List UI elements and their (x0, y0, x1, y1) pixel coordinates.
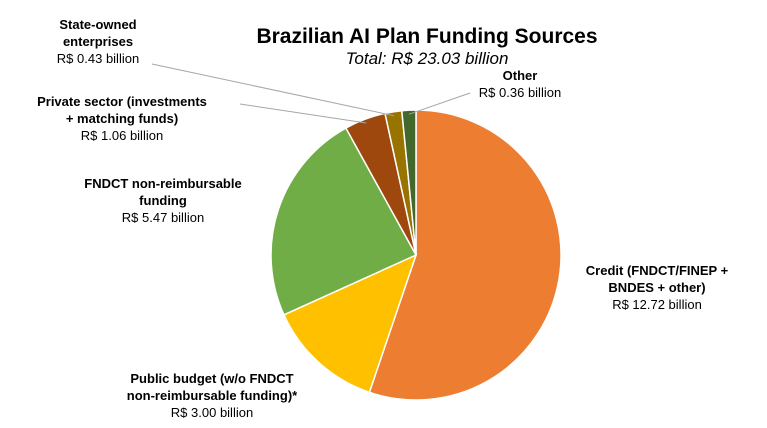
data-label-public-budget: Public budget (w/o FNDCT non-reimbursable… (127, 371, 298, 420)
chart-subtitle: Total: R$ 23.03 billion (346, 49, 509, 68)
slice-label-line: BNDES + other) (608, 280, 705, 295)
data-label-fndct: FNDCT non-reimbursable funding R$ 5.47 bil… (84, 176, 241, 225)
chart-title: Brazilian AI Plan Funding Sources (256, 25, 597, 48)
slice-label-line: + matching funds) (66, 111, 178, 126)
data-label-private-sector: Private sector (investments + matching fu… (37, 94, 207, 143)
leader-line-private-sector (239, 103, 367, 124)
leader-line-state-owned (151, 63, 395, 117)
slice-label-line: Other (503, 68, 538, 83)
data-label-state-owned: State-owned enterprises R$ 0.43 billion (57, 17, 139, 66)
slice-label-line: State-owned (59, 17, 136, 32)
slice-value-label: R$ 5.47 billion (122, 210, 204, 225)
slice-label-line: non-reimbursable funding)* (127, 388, 298, 403)
slice-value-label: R$ 0.43 billion (57, 51, 139, 66)
pie-slice-public-budget (282, 253, 418, 394)
pie-slice-fndct (270, 127, 418, 316)
slice-value-label: R$ 0.36 billion (479, 85, 561, 100)
pie-slice-other (400, 109, 417, 256)
data-label-other: Other R$ 0.36 billion (479, 68, 561, 100)
slice-label-line: funding (139, 193, 187, 208)
slice-label-line: enterprises (63, 34, 133, 49)
slice-value-label: R$ 3.00 billion (171, 405, 253, 420)
slice-label-line: Public budget (w/o FNDCT (130, 371, 293, 386)
slice-label-line: Credit (FNDCT/FINEP + (586, 263, 729, 278)
leader-line-other (408, 92, 471, 115)
slice-value-label: R$ 12.72 billion (612, 297, 702, 312)
pie-slice-credit (368, 109, 562, 401)
slice-label-line: FNDCT non-reimbursable (84, 176, 241, 191)
slice-label-line: Private sector (investments (37, 94, 207, 109)
data-label-credit: Credit (FNDCT/FINEP + BNDES + other) R$ 12… (586, 263, 729, 312)
slice-value-label: R$ 1.06 billion (81, 128, 163, 143)
